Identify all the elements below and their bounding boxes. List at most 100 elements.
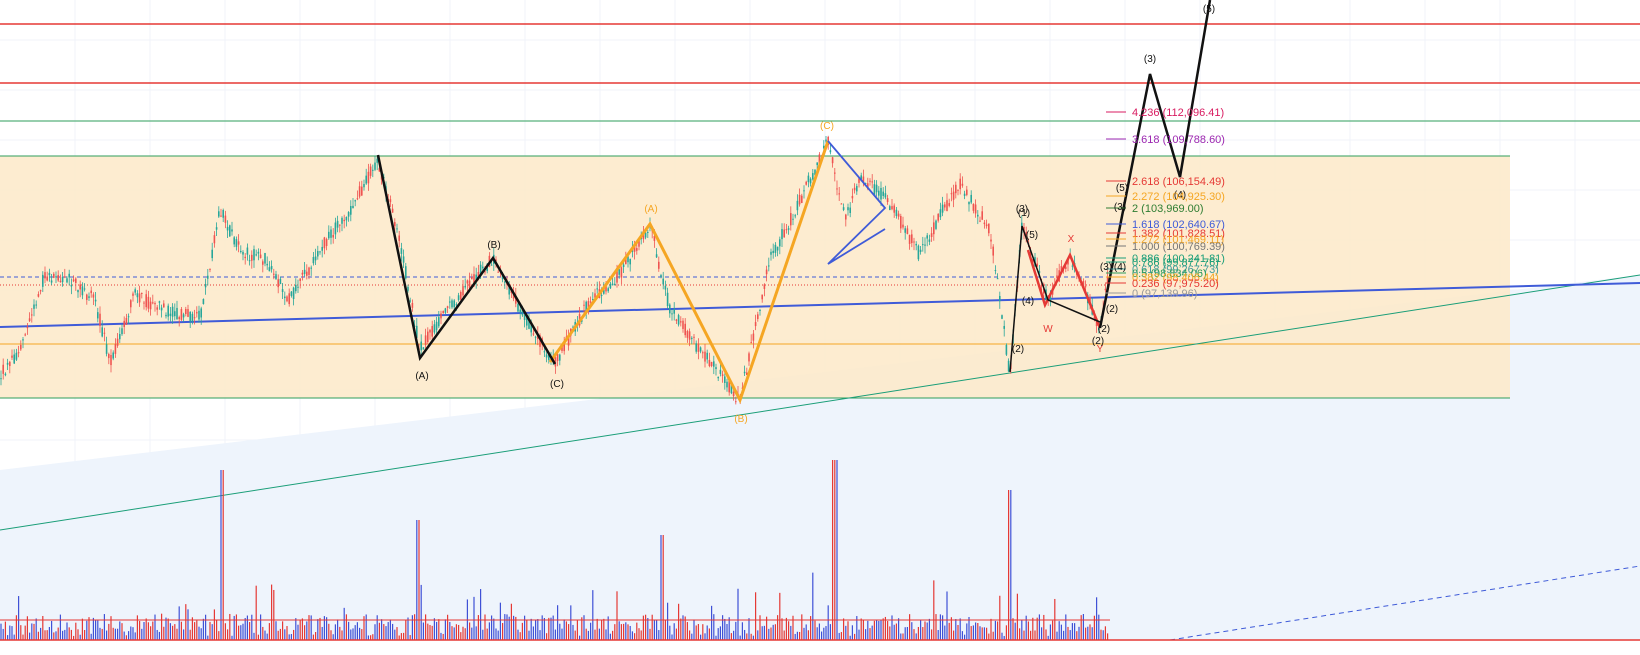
volume-bar bbox=[513, 615, 515, 640]
candle-body bbox=[369, 166, 372, 176]
candle-body bbox=[79, 284, 81, 290]
volume-bar bbox=[449, 621, 451, 640]
label-small-4: (4) bbox=[1022, 296, 1034, 307]
candle-body bbox=[391, 208, 394, 213]
volume-bar bbox=[350, 629, 352, 640]
candle-body bbox=[664, 285, 667, 290]
candle-body bbox=[255, 254, 257, 256]
candle-body bbox=[222, 209, 224, 218]
volume-bar bbox=[957, 624, 959, 640]
volume-bar bbox=[785, 617, 787, 640]
label-orange-C: (C) bbox=[820, 121, 834, 132]
volume-bar bbox=[990, 618, 992, 640]
volume-bar bbox=[48, 626, 50, 640]
candle-body bbox=[543, 351, 546, 353]
volume-bar bbox=[788, 621, 790, 640]
volume-bar bbox=[213, 609, 215, 640]
candle-body bbox=[592, 299, 594, 301]
volume-bar bbox=[928, 618, 930, 640]
candle-body bbox=[922, 244, 924, 246]
volume-bar bbox=[77, 629, 79, 640]
volume-bar bbox=[605, 629, 607, 640]
volume-bar bbox=[229, 613, 231, 640]
candle-body bbox=[4, 373, 7, 376]
volume-bar bbox=[40, 627, 42, 640]
candle-body bbox=[424, 335, 427, 346]
candle-body bbox=[970, 194, 972, 203]
volume-bar bbox=[840, 632, 842, 640]
candle-body bbox=[416, 325, 418, 338]
candle-body bbox=[834, 172, 836, 174]
black-small-wave[interactable] bbox=[1009, 225, 1101, 373]
volume-bar bbox=[911, 622, 913, 640]
candle-body bbox=[1038, 271, 1041, 274]
candle-body bbox=[900, 216, 902, 229]
label-small-5b: (5) bbox=[1116, 183, 1128, 194]
volume-bar bbox=[959, 618, 961, 640]
volume-bar bbox=[935, 614, 937, 640]
black-abc-wave[interactable] bbox=[376, 154, 557, 365]
candle-body bbox=[752, 333, 755, 341]
volume-bar bbox=[761, 626, 763, 640]
label-orange-B: (B) bbox=[734, 414, 747, 425]
volume-bar bbox=[823, 627, 825, 640]
label-small-4b: (4) bbox=[1114, 262, 1126, 273]
red-wxy-wave[interactable] bbox=[1026, 249, 1102, 329]
volume-bar bbox=[315, 632, 317, 640]
volume-bar bbox=[46, 630, 48, 640]
candle-body bbox=[719, 369, 722, 374]
volume-bar bbox=[994, 620, 996, 640]
volume-bar bbox=[354, 625, 356, 640]
volume-bar bbox=[506, 614, 508, 640]
volume-bar bbox=[1023, 630, 1025, 640]
volume-bar bbox=[948, 622, 950, 640]
candle-body bbox=[589, 301, 592, 303]
volume-bar bbox=[297, 624, 299, 640]
volume-bar bbox=[755, 592, 757, 640]
volume-bar bbox=[475, 626, 477, 640]
volume-bar bbox=[631, 631, 633, 640]
candle-body bbox=[862, 176, 865, 183]
volume-bar bbox=[81, 618, 83, 640]
candle-body bbox=[127, 316, 130, 318]
impulse-projection-wave[interactable] bbox=[1098, 0, 1212, 329]
candle-body bbox=[57, 275, 59, 281]
candle-body bbox=[341, 217, 343, 224]
volume-bar bbox=[290, 634, 292, 640]
candle-body bbox=[358, 186, 361, 197]
volume-bar bbox=[1085, 627, 1087, 640]
candle-body bbox=[396, 228, 398, 230]
candle-body bbox=[906, 228, 909, 234]
blue-triangle[interactable] bbox=[827, 140, 887, 265]
candle-body bbox=[708, 359, 711, 367]
volume-bar bbox=[495, 628, 497, 640]
orange-abc-wave[interactable] bbox=[548, 140, 830, 404]
volume-bar bbox=[471, 627, 473, 640]
volume-bar bbox=[722, 615, 724, 640]
candle-body bbox=[1029, 251, 1032, 256]
candle-body bbox=[783, 229, 785, 238]
volume-bar bbox=[407, 617, 409, 640]
volume-bar bbox=[774, 624, 776, 640]
candle-body bbox=[902, 224, 904, 228]
candle-body bbox=[926, 235, 928, 239]
candle-body bbox=[460, 291, 462, 300]
volume-bar bbox=[356, 622, 358, 640]
candle-body bbox=[715, 367, 717, 370]
candle-body bbox=[647, 231, 649, 233]
candle-body bbox=[147, 296, 150, 309]
volume-bar bbox=[576, 620, 578, 640]
candle-body bbox=[143, 302, 145, 304]
volume-bar bbox=[114, 628, 116, 640]
volume-bar bbox=[909, 614, 911, 640]
volume-bar bbox=[389, 619, 391, 640]
volume-bar bbox=[733, 630, 735, 640]
volume-bar bbox=[942, 615, 944, 640]
volume-bar bbox=[847, 621, 849, 640]
candle-body bbox=[365, 175, 367, 184]
candle-body bbox=[1007, 360, 1010, 372]
volume-bar bbox=[462, 626, 464, 640]
candle-body bbox=[660, 275, 662, 277]
volume-bar bbox=[715, 635, 717, 640]
